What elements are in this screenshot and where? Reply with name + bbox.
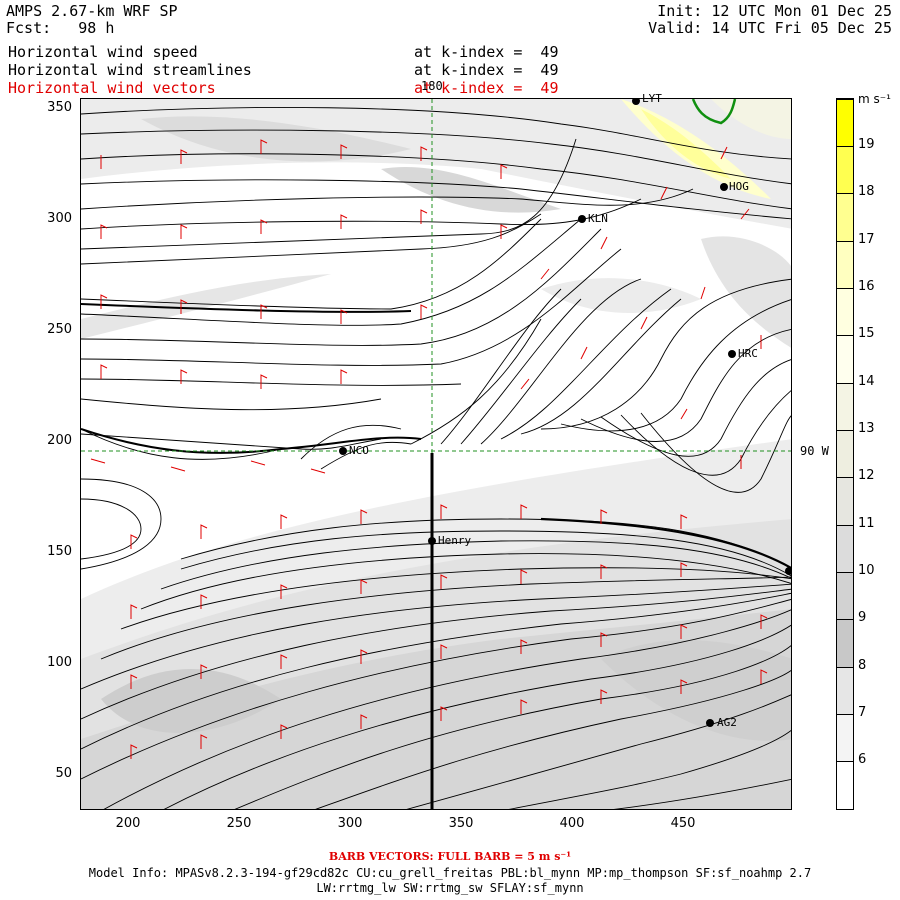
field-3-level: at k-index = 49 [414, 79, 559, 97]
colorbar-label-13: 13 [858, 421, 875, 436]
colorbar-cell-6 [837, 383, 853, 430]
station-HRC [728, 350, 736, 358]
colorbar-cell-12 [837, 667, 853, 714]
stations [339, 99, 791, 727]
colorbar-label-14: 14 [858, 374, 875, 389]
station-HOG [720, 183, 728, 191]
station-label-KLN: KLN [588, 212, 608, 225]
colorbar-label-19: 19 [858, 137, 875, 152]
colorbar-label-17: 17 [858, 232, 875, 247]
colorbar-label-7: 7 [858, 705, 867, 720]
field-3-name: Horizontal wind vectors [8, 79, 216, 97]
x-tick-200: 200 [115, 816, 141, 831]
x-tick-300: 300 [337, 816, 363, 831]
colorbar-label-8: 8 [858, 658, 867, 673]
x-tick-450: 450 [670, 816, 696, 831]
colorbar-cell-13 [837, 714, 853, 761]
field-1-level: at k-index = 49 [414, 43, 559, 61]
station-label-AG2: AG2 [717, 716, 737, 729]
header-left: AMPS 2.67-km WRF SP Fcst: 98 h [6, 3, 178, 37]
colorbar-label-10: 10 [858, 563, 875, 578]
y-tick-350: 350 [47, 100, 72, 115]
station-label-Henry: Henry [438, 534, 472, 547]
forecast-hour: Fcst: 98 h [6, 19, 115, 37]
station-label-HOG: HOG [729, 180, 749, 193]
colorbar-cell-10 [837, 572, 853, 619]
wind-barbs [90, 139, 768, 759]
meridian-label: 180 [421, 79, 443, 93]
field-2-level: at k-index = 49 [414, 61, 559, 79]
barb-note: BARB VECTORS: FULL BARB = 5 m s⁻¹ [328, 850, 572, 863]
colorbar-cell-2 [837, 193, 853, 241]
x-tick-350: 350 [448, 816, 474, 831]
colorbar-unit: m s⁻¹ [858, 92, 891, 106]
y-tick-300: 300 [47, 211, 72, 226]
y-tick-200: 200 [47, 433, 72, 448]
station-label-NCO: NCO [349, 444, 369, 457]
colorbar-label-12: 12 [858, 468, 875, 483]
y-tick-50: 50 [55, 766, 72, 781]
colorbar-label-9: 9 [858, 610, 867, 625]
x-tick-250: 250 [226, 816, 252, 831]
station-label-HRC: HRC [738, 347, 758, 360]
field-1-name: Horizontal wind speed [8, 43, 198, 61]
streamlines [81, 106, 791, 809]
colorbar-cell-5 [837, 335, 853, 383]
station-NCO [339, 447, 347, 455]
colorbar-cell-11 [837, 619, 853, 667]
model-info: Model Info: MPASv8.2.3-194-gf29cd82c CU:… [88, 866, 812, 880]
y-tick-150: 150 [47, 544, 72, 559]
colorbar-label-6: 6 [858, 752, 867, 767]
streamline-heavy-1 [81, 428, 422, 454]
station-Henry [428, 537, 436, 545]
colorbar-cell-0 [837, 99, 853, 146]
model-title: AMPS 2.67-km WRF SP [6, 2, 178, 20]
colorbar-label-18: 18 [858, 184, 875, 199]
station-label-LYT: LYT [642, 92, 662, 105]
coastline [691, 99, 737, 125]
colorbar-cell-7 [837, 430, 853, 477]
valid-time: Valid: 14 UTC Fri 05 Dec 25 [648, 19, 892, 37]
wind-speed-shading [81, 99, 791, 809]
station-AG2 [706, 719, 714, 727]
colorbar-label-15: 15 [858, 326, 875, 341]
colorbar-label-16: 16 [858, 279, 875, 294]
colorbar-cell-4 [837, 288, 853, 335]
map-svg [81, 99, 791, 809]
colorbar-cell-8 [837, 477, 853, 525]
physics-info: LW:rrtmg_lw SW:rrtmg_sw SFLAY:sf_mynn [316, 881, 584, 895]
streamline-heavy-3 [540, 517, 791, 570]
y-tick-100: 100 [47, 655, 72, 670]
station-KLN [578, 215, 586, 223]
field-2-name: Horizontal wind streamlines [8, 61, 252, 79]
header-right: Init: 12 UTC Mon 01 Dec 25 Valid: 14 UTC… [648, 3, 892, 37]
station-east-edge [785, 567, 791, 575]
colorbar-cell-9 [837, 525, 853, 572]
colorbar-cell-14 [837, 761, 853, 809]
x-tick-400: 400 [559, 816, 585, 831]
colorbar-cell-1 [837, 146, 853, 193]
colorbar [836, 98, 854, 810]
init-time: Init: 12 UTC Mon 01 Dec 25 [657, 2, 892, 20]
y-tick-250: 250 [47, 322, 72, 337]
parallel-label: 90 W [800, 444, 829, 458]
station-LYT [632, 99, 640, 105]
colorbar-label-11: 11 [858, 516, 875, 531]
colorbar-cell-3 [837, 241, 853, 288]
map-panel [80, 98, 792, 810]
